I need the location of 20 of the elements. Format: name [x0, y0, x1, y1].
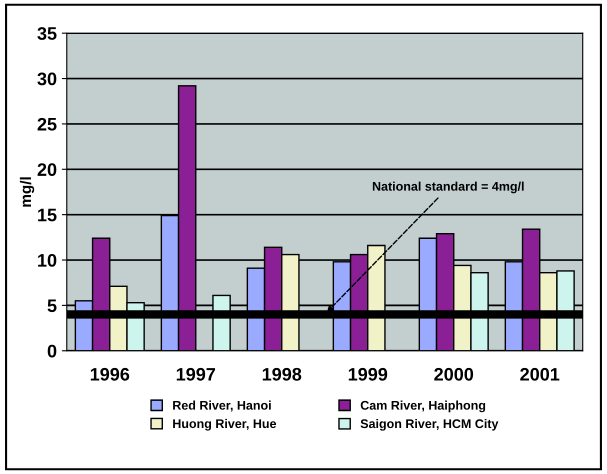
legend-label: Cam River, Haiphong: [360, 400, 486, 412]
legend-label: Saigon River, HCM City: [360, 418, 498, 431]
y-tick-label: 35: [37, 27, 57, 40]
y-tick-label: 15: [38, 208, 57, 222]
y-tick-label: 5: [48, 300, 57, 312]
ref-line-label: National standard = 4mg/l: [372, 182, 524, 194]
y-tick-label: 10: [38, 254, 56, 267]
x-tick-label: 2000: [434, 368, 474, 381]
y-tick-label: 30: [37, 72, 56, 86]
y-tick-label: 20: [38, 163, 56, 176]
legend-label: Red River, Hanoi: [173, 400, 271, 412]
y-axis-title: mg/l: [20, 177, 34, 207]
x-tick-label: 2001: [520, 368, 560, 381]
x-tick-label: 1996: [90, 368, 130, 381]
y-tick-label: 0: [48, 344, 56, 358]
y-tick-label: 25: [38, 118, 57, 131]
x-tick-label: 1998: [262, 368, 302, 381]
x-tick-label: 1999: [348, 368, 388, 381]
legend-label: Huong River, Hue: [173, 418, 276, 431]
x-tick-label: 1997: [176, 368, 216, 381]
